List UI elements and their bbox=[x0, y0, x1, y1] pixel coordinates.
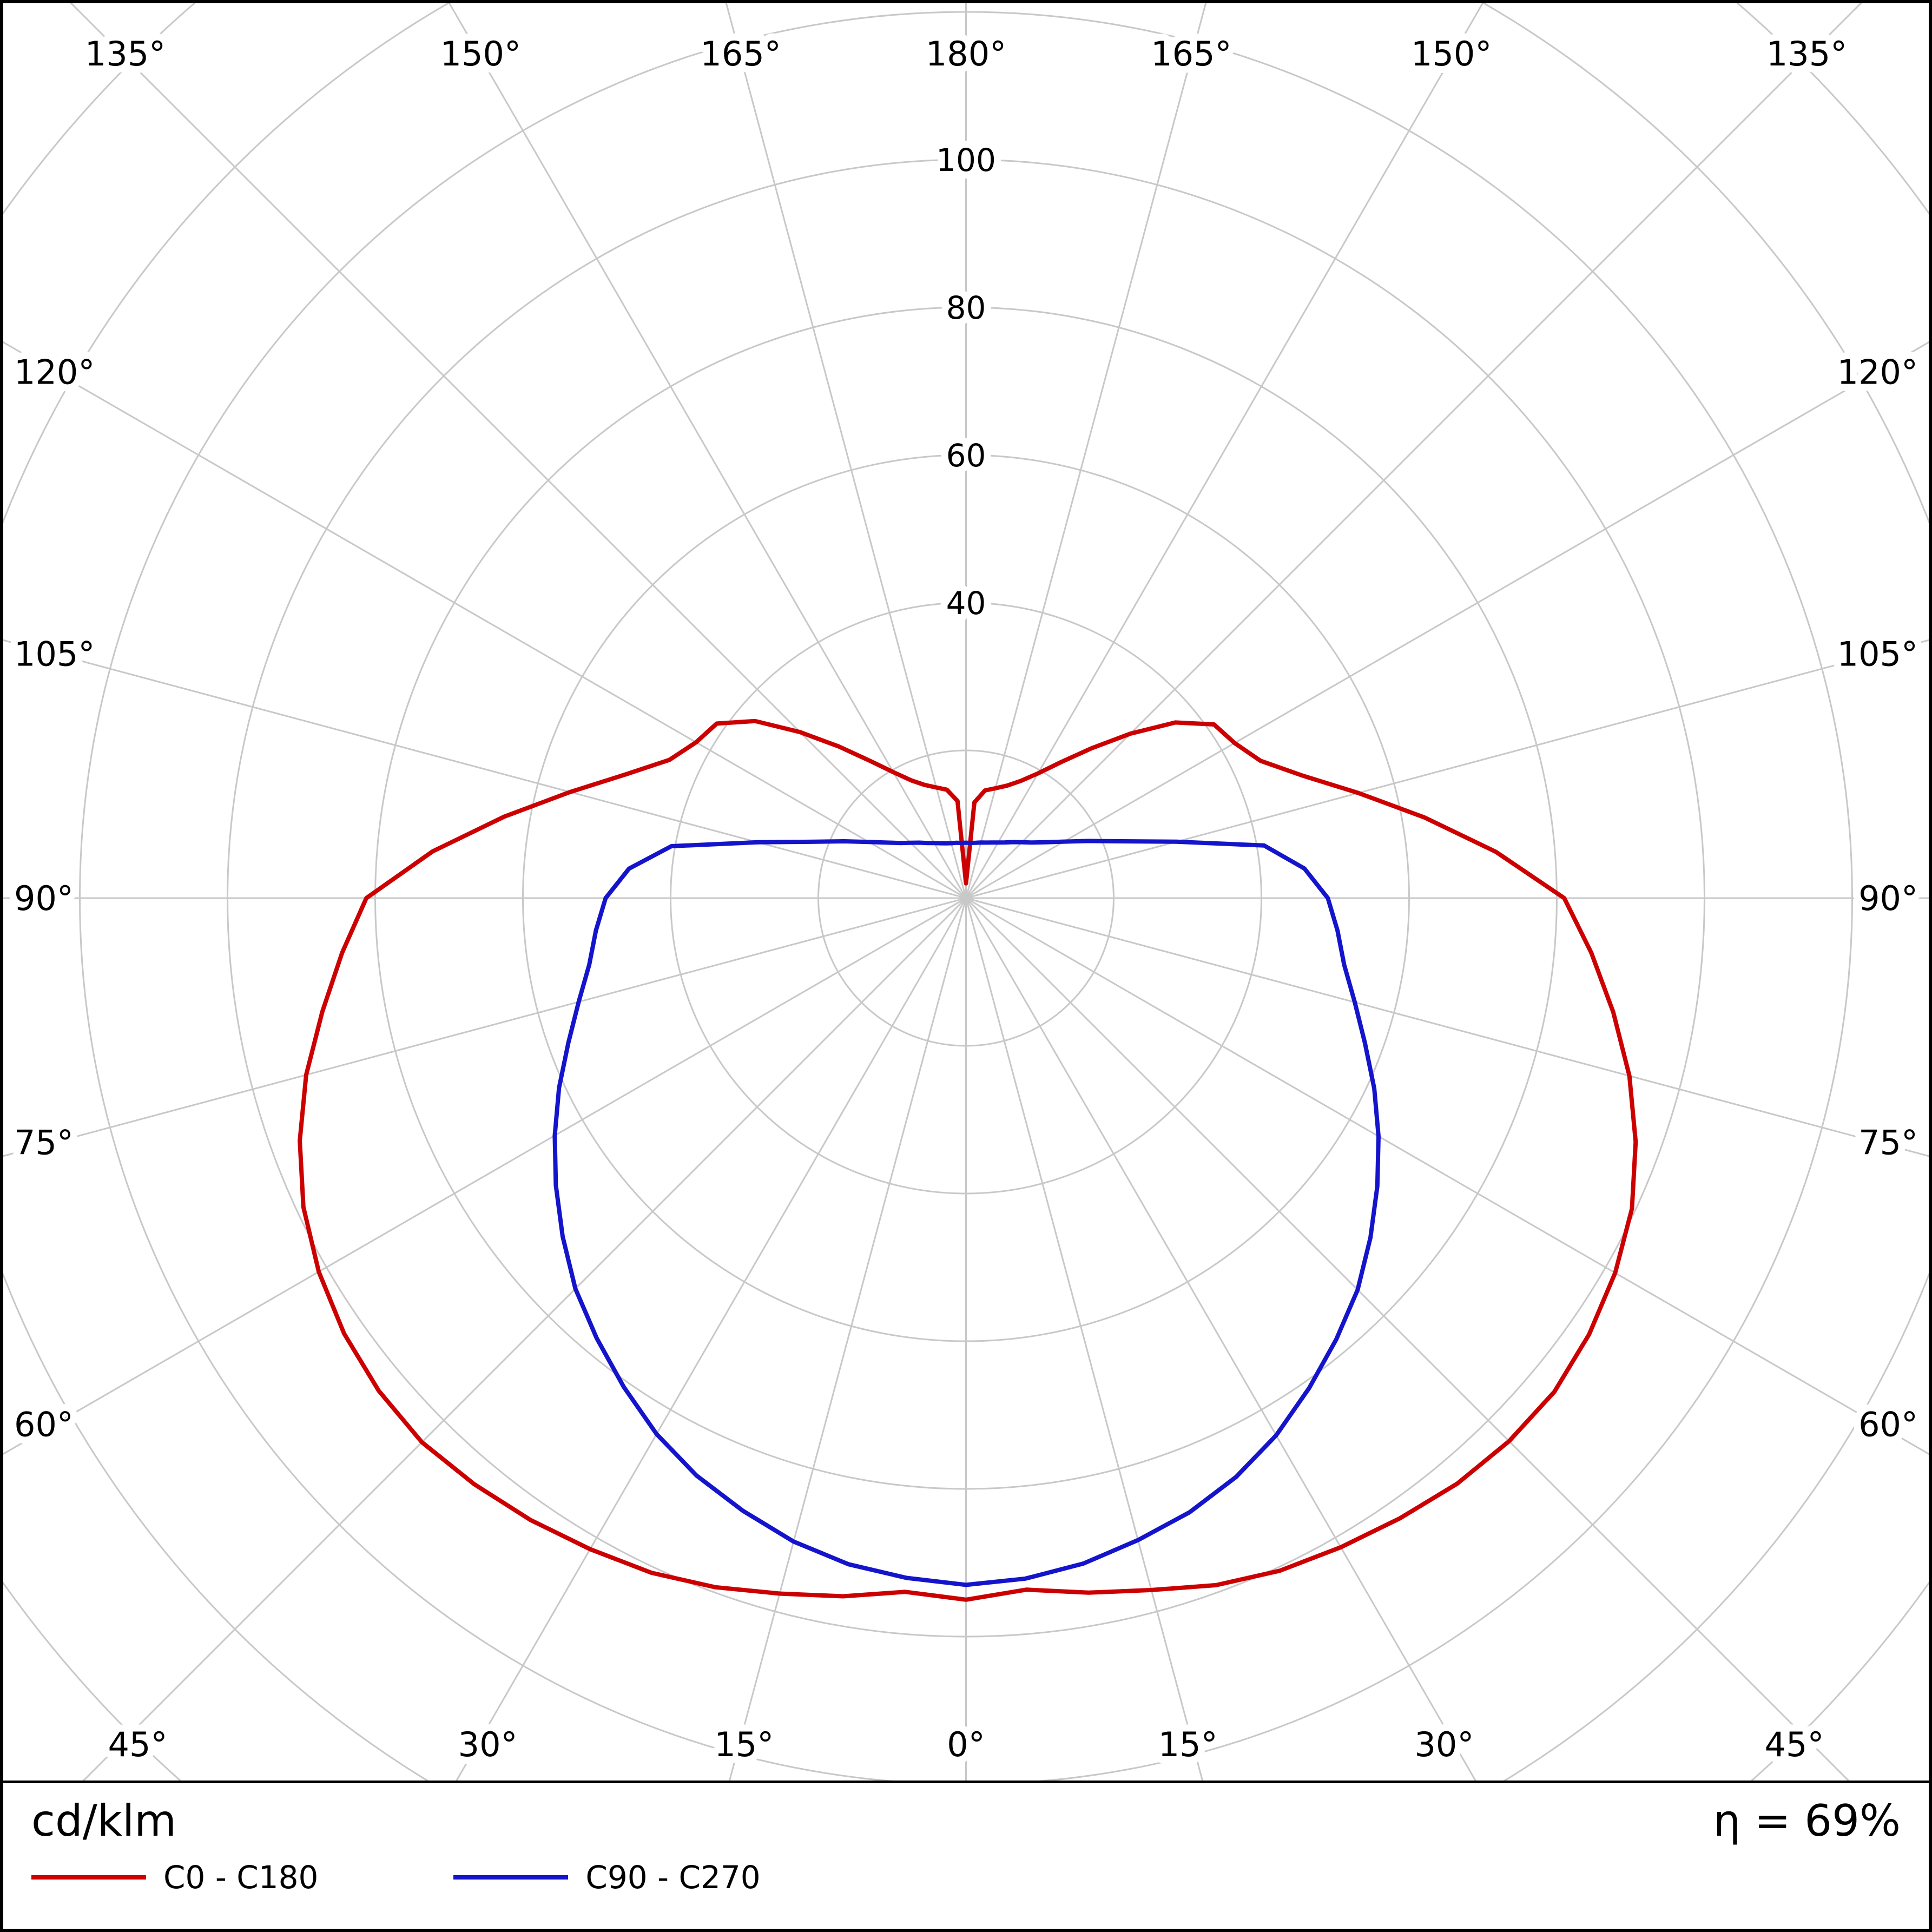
gamma-angle-label: 75° bbox=[14, 1123, 74, 1162]
radial-tick-label: 80 bbox=[946, 289, 986, 326]
gamma-angle-label: 60° bbox=[1858, 1405, 1918, 1445]
legend-top-row: cd/klm η = 69% bbox=[31, 1797, 1901, 1845]
gamma-angle-label: 120° bbox=[14, 353, 95, 392]
gamma-angle-label: 75° bbox=[1858, 1123, 1918, 1162]
radial-tick-label: 100 bbox=[936, 142, 996, 179]
gamma-angle-label: 90° bbox=[1858, 879, 1918, 918]
gamma-angle-label: 45° bbox=[108, 1725, 168, 1764]
legend-area: cd/klm η = 69% C0 - C180 C90 - C270 bbox=[3, 1783, 1929, 1929]
legend-swatch-c0-c180 bbox=[31, 1875, 146, 1880]
gamma-angle-label: 165° bbox=[1151, 34, 1231, 74]
gamma-angle-label: 105° bbox=[14, 635, 95, 674]
legend-swatch-c90-c270 bbox=[453, 1875, 569, 1880]
gamma-angle-label: 105° bbox=[1837, 635, 1918, 674]
polar-chart: 40 60 80 100 0° 15° 15° 30° 30° 45° 45° 60° 60° 75° 75… bbox=[3, 3, 1929, 1781]
radial-scale-labels: 40 60 80 100 bbox=[929, 135, 1003, 629]
gamma-angle-label: 150° bbox=[1411, 34, 1492, 74]
radial-tick-label: 40 bbox=[946, 585, 986, 622]
gamma-angle-label: 165° bbox=[700, 34, 781, 74]
legend-items-row: C0 - C180 C90 - C270 bbox=[31, 1859, 1901, 1896]
gamma-angle-label: 150° bbox=[440, 34, 521, 74]
legend-item-c90-c270: C90 - C270 bbox=[453, 1859, 761, 1896]
legend-label-c90-c270: C90 - C270 bbox=[585, 1859, 761, 1896]
gamma-angle-label: 135° bbox=[85, 34, 166, 74]
legend-label-c0-c180: C0 - C180 bbox=[163, 1859, 319, 1896]
gamma-angle-label: 30° bbox=[458, 1725, 518, 1764]
legend-item-c0-c180: C0 - C180 bbox=[31, 1859, 318, 1896]
polar-plot-area: 40 60 80 100 0° 15° 15° 30° 30° 45° 45° 60° 60° 75° 75… bbox=[3, 3, 1929, 1783]
gamma-angle-label: 180° bbox=[926, 34, 1006, 74]
gamma-angle-label: 15° bbox=[714, 1725, 774, 1764]
gamma-angle-label: 15° bbox=[1158, 1725, 1218, 1764]
gamma-angle-label: 120° bbox=[1837, 353, 1918, 392]
gamma-angle-label: 30° bbox=[1414, 1725, 1474, 1764]
gamma-angle-label: 60° bbox=[14, 1405, 74, 1445]
gamma-angle-label: 45° bbox=[1765, 1725, 1824, 1764]
gamma-angle-label: 135° bbox=[1766, 34, 1847, 74]
curve-c90-c270 bbox=[552, 839, 1381, 1587]
unit-label: cd/klm bbox=[31, 1796, 177, 1846]
curve-c0-c180 bbox=[298, 718, 1638, 1602]
efficiency-label: η = 69% bbox=[1713, 1796, 1901, 1846]
grid-radials bbox=[3, 3, 1929, 1781]
gamma-angle-label: 0° bbox=[947, 1725, 985, 1764]
gamma-angle-label: 90° bbox=[14, 879, 74, 918]
angle-labels: 0° 15° 15° 30° 30° 45° 45° 60° 60° 75° 75° 90° 90° 10… bbox=[7, 27, 1925, 1771]
radial-tick-label: 60 bbox=[946, 437, 986, 474]
